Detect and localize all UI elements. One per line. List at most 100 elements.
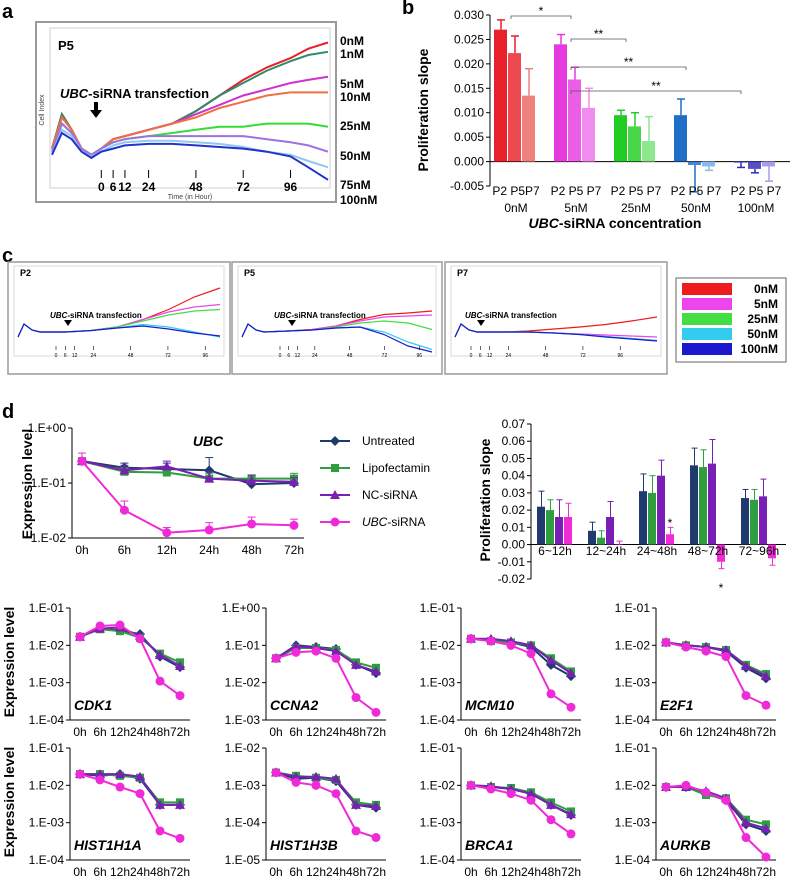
panel-b-bar-0nM-P5 xyxy=(508,53,521,162)
y-tick-label: 1.E-04 xyxy=(420,853,456,867)
marker-UBC-siRNA xyxy=(77,456,87,466)
slope-bar-12~24h-UBC-siRNA xyxy=(615,544,623,546)
gene-chart-MCM10: 1.E-04 1.E-03 1.E-02 1.E-01 0h 6h 12h 24h 48h 72h… xyxy=(420,601,581,739)
slope-bar-72~96h-NC-siRNA xyxy=(759,496,767,545)
gene-chart-HIST1H1A: 1.E-04 1.E-03 1.E-02 1.E-01 0h 6h 12h 24h 48h 72h… xyxy=(29,741,190,879)
marker-UBC-siRNA xyxy=(95,621,105,631)
panel-c-tick-label: 12 xyxy=(487,353,493,359)
panel-c-tick-label: 0 xyxy=(55,353,58,359)
x-tick-label: 72h xyxy=(170,725,190,739)
marker-UBC-siRNA xyxy=(155,826,165,836)
marker-UBC-siRNA xyxy=(119,505,129,515)
marker-UBC-siRNA xyxy=(466,634,476,644)
panel-b-bar-25nM-P5 xyxy=(628,126,641,162)
marker-NC-siRNA xyxy=(155,799,165,809)
panel-a-legend-50nM: 50nM xyxy=(340,149,371,163)
panel-b-bar-50nM-P2 xyxy=(674,115,687,162)
panel-b-ytick-label: 0.015 xyxy=(454,81,484,95)
panel-b-sig-bracket xyxy=(570,90,742,94)
x-tick-label: 0h xyxy=(464,865,477,879)
x-tick-label: 72h xyxy=(170,865,190,879)
panel-b-bar-5nM-P5 xyxy=(568,79,581,162)
x-tick-label: 24h xyxy=(521,865,541,879)
panel-c-tick-label: 12 xyxy=(72,353,78,359)
slope-bar-6~12h-Untreated xyxy=(537,506,545,545)
slope-ytick-label: -0.02 xyxy=(498,572,526,586)
gene-chart-BRCA1: 1.E-04 1.E-03 1.E-02 1.E-01 0h 6h 12h 24h 48h 72h… xyxy=(420,741,581,879)
panel-c-tick-label: 96 xyxy=(617,353,623,359)
y-tick-label: 1.E-03 xyxy=(29,816,65,830)
panel-a-arrow-stem xyxy=(94,102,98,111)
panel-b-group-sublabel: P2 P5 P7 xyxy=(551,184,602,198)
panel-c-plot-area xyxy=(237,265,437,357)
gene-chart-CCNA2: 1.E-03 1.E-02 1.E-01 1.E+00 0h 6h 12h 24h 48h 72h… xyxy=(222,601,386,739)
panel-d-main-ylabel: Expression level xyxy=(19,429,35,540)
panel-b-sig-bracket xyxy=(570,38,627,42)
panel-a: P5 UBC-siRNA transfection 0 6 12 24 48 72 96 T… xyxy=(35,21,377,207)
panel-c-tick-label: 6 xyxy=(287,353,290,359)
panel-b-bar-25nM-P7 xyxy=(642,141,655,162)
marker-UBC-siRNA xyxy=(291,777,301,787)
marker-NC-siRNA xyxy=(371,800,381,810)
x-tick-label: 48h xyxy=(242,543,262,557)
y-tick-label: 1.E+00 xyxy=(28,421,67,435)
marker-UBC-siRNA xyxy=(331,789,341,799)
panel-a-arrow-icon xyxy=(90,110,102,118)
x-tick-label: 24h xyxy=(716,725,736,739)
slope-category-label: 6~12h xyxy=(538,544,572,558)
y-tick-label: 1.E-02 xyxy=(615,638,651,652)
panel-d-legend-label-Untreated: Untreated xyxy=(362,434,415,448)
gene-chart-CDK1: 1.E-04 1.E-03 1.E-02 1.E-01 0h 6h 12h 24h 48h 72h… xyxy=(29,601,190,739)
marker-UBC-siRNA xyxy=(486,636,496,646)
marker-NC-siRNA xyxy=(721,644,731,654)
panel-a-legend-75nM: 75nM xyxy=(340,178,371,192)
panel-d-legend-label-UBC-siRNA: UBC-siRNA xyxy=(362,515,425,529)
marker-UBC-siRNA xyxy=(761,700,771,710)
panel-d-slope-chart: 0.07 0.06 0.05 0.04 0.03 0.02 0.01 0.00 -0.01 -0.… xyxy=(477,417,786,595)
slope-bar-72~96h-Lipofectamin xyxy=(750,499,758,545)
marker-UBC-siRNA xyxy=(371,707,381,717)
x-tick-label: 72h xyxy=(756,865,776,879)
marker-UBC-siRNA xyxy=(526,795,536,805)
marker-UBC-siRNA xyxy=(311,646,321,656)
y-tick-label: 1.E-04 xyxy=(29,853,65,867)
panel-b-sig-bracket xyxy=(510,15,572,19)
marker-UBC-siRNA xyxy=(75,632,85,642)
panel-c-legend-label-5nM: 5nM xyxy=(754,297,778,311)
marker-UBC-siRNA xyxy=(351,693,361,703)
marker-NC-siRNA xyxy=(175,799,185,809)
slope-ylabel: Proliferation slope xyxy=(477,438,493,561)
line-UBC-siRNA xyxy=(79,773,181,840)
panel-b-group-sublabel: P2 P5 P7 xyxy=(731,184,782,198)
panel-c-plot-area xyxy=(13,265,225,357)
x-tick-label: 12h xyxy=(501,725,521,739)
y-tick-label: 1.E-02 xyxy=(29,638,65,652)
panel-a-line-100nM xyxy=(51,131,329,181)
x-tick-label: 24h xyxy=(130,865,150,879)
x-tick-label: 48h xyxy=(541,865,561,879)
panel-b-category-label: 5nM xyxy=(564,201,587,215)
panel-c-arrow-icon xyxy=(288,320,296,326)
panel-a-tick-label: 24 xyxy=(142,180,156,194)
panel-a-legend-100nM: 100nM xyxy=(340,193,377,207)
slope-ytick-label: 0.01 xyxy=(502,520,526,534)
x-tick-label: 0h xyxy=(75,543,88,557)
panel-c-subpanel-P7: P7 UBC-siRNA transfection 0 6 12 24 48 72 96 xyxy=(444,261,668,375)
marker-NC-siRNA xyxy=(311,771,321,781)
marker-NC-siRNA xyxy=(331,773,341,783)
marker-UBC-siRNA xyxy=(289,520,299,530)
panel-c-legend-label-25nM: 25nM xyxy=(747,312,778,326)
marker-UBC-siRNA xyxy=(661,637,671,647)
panel-c-legend-swatch xyxy=(682,298,732,310)
slope-bar-48~72h-NC-siRNA xyxy=(708,463,716,545)
x-tick-label: 24h xyxy=(199,543,219,557)
panel-c-subpanel-P2: P2 UBC-siRNA transfection 0 6 12 24 48 72 96 xyxy=(7,261,231,375)
panel-c-annotation: UBC-siRNA transfection xyxy=(50,311,142,320)
panel-a-xlabel: Time (in Hour) xyxy=(168,194,212,201)
x-tick-label: 48h xyxy=(150,865,170,879)
marker-UBC-siRNA xyxy=(371,833,381,843)
